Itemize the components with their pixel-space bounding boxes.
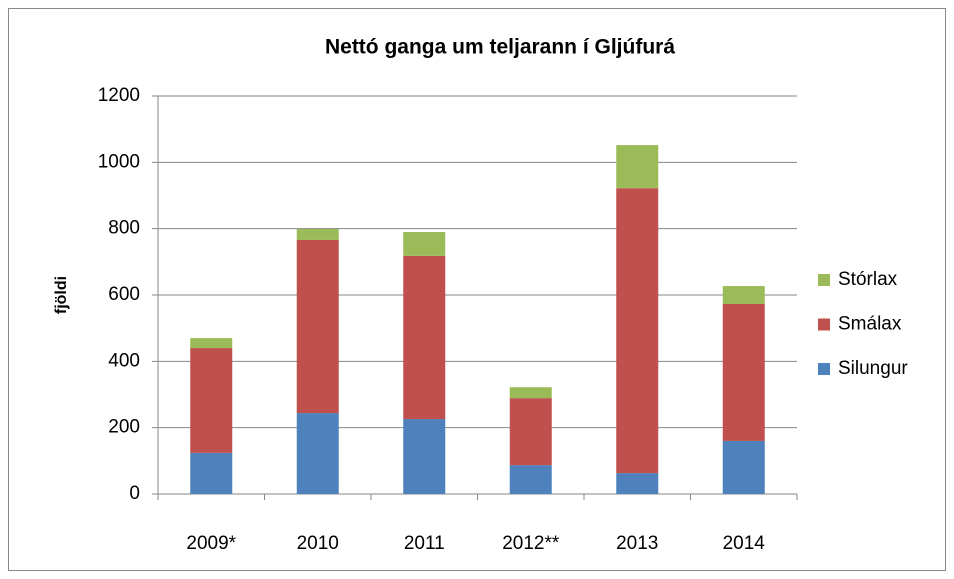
x-tick-label: 2013	[616, 533, 658, 554]
bar-segment	[509, 398, 552, 466]
legend-swatch	[818, 274, 830, 286]
bar-segment	[296, 413, 339, 494]
x-tick-label: 2014	[723, 533, 766, 554]
bar-segment	[190, 348, 233, 453]
y-tick-label: 400	[108, 350, 140, 371]
y-tick-label: 800	[108, 218, 140, 239]
bar-segment	[190, 338, 233, 349]
legend-swatch	[818, 363, 830, 375]
x-tick-label: 2010	[297, 533, 339, 554]
y-axis-label: fjöldi	[53, 276, 70, 314]
bar-segment	[403, 419, 446, 494]
x-tick-label: 2012**	[502, 533, 560, 554]
bar-segment	[190, 452, 233, 494]
bar-segment	[722, 286, 765, 304]
y-tick-label: 1000	[98, 151, 140, 172]
bar-segment	[509, 387, 552, 399]
x-tick-label: 2009*	[186, 533, 236, 554]
legend-swatch	[818, 318, 830, 331]
legend-label: Silungur	[838, 358, 908, 379]
legend-label: Stórlax	[838, 269, 898, 290]
bar-segment	[403, 255, 446, 420]
bar-segment	[296, 228, 339, 240]
bar-segment	[509, 465, 552, 494]
legend-label: Smálax	[838, 314, 902, 335]
y-tick-label: 200	[108, 417, 140, 438]
bar-segment	[722, 440, 765, 494]
bar-segment	[616, 188, 659, 474]
y-tick-label: 0	[129, 483, 140, 504]
chart-title: Nettó ganga um teljarann í Gljúfurá	[325, 36, 675, 59]
y-tick-label: 600	[108, 284, 140, 305]
bar-segment	[616, 473, 659, 494]
y-tick-label: 1200	[98, 85, 140, 106]
chart-border	[8, 8, 946, 571]
x-tick-label: 2011	[404, 533, 445, 554]
bar-segment	[616, 145, 659, 189]
bar-segment	[296, 239, 339, 414]
bar-segment	[722, 303, 765, 441]
bar-segment	[403, 231, 446, 256]
